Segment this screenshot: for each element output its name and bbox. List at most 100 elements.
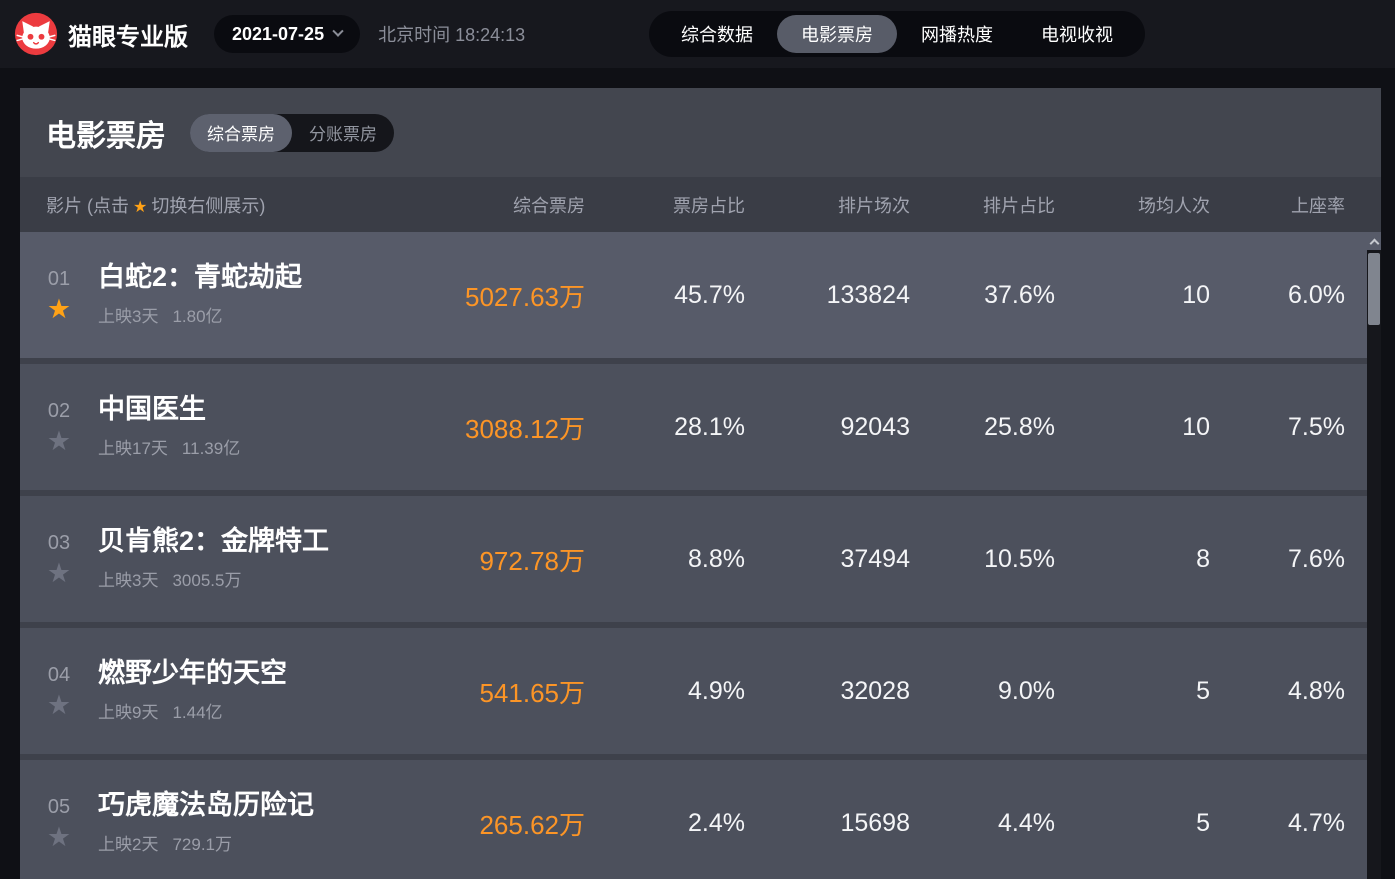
- film-subtitle: 上映2天 729.1万: [98, 830, 415, 855]
- box-office-value: 541.65万: [479, 677, 585, 708]
- film-title[interactable]: 贝肯熊2：金牌特工: [98, 526, 330, 557]
- scrollbar-track[interactable]: [1367, 250, 1381, 879]
- star-icon[interactable]: ★: [46, 821, 72, 852]
- release-day-label: 上映17天: [98, 438, 168, 458]
- box-share-value: 8.8%: [688, 544, 745, 573]
- box-office-value: 972.78万: [479, 545, 585, 576]
- box-office-panel: 电影票房 综合票房 分账票房 影片 (点击 ★ 切换右侧展示) 综合票房 票房占比 排…: [20, 88, 1381, 879]
- occupancy-value: 6.0%: [1288, 280, 1345, 309]
- vertical-scrollbar[interactable]: [1367, 232, 1381, 879]
- table-row[interactable]: 05 ★ 巧虎魔法岛历险记 上映2天 729.1万 265.62万 2.4% 1…: [20, 760, 1381, 879]
- screenings-value: 133824: [826, 280, 910, 309]
- rank-label: 01: [47, 267, 71, 290]
- screenings-value: 32028: [840, 676, 910, 705]
- occupancy-value: 7.6%: [1288, 544, 1345, 573]
- film-cell: 巧虎魔法岛历险记 上映2天 729.1万: [98, 790, 415, 855]
- avg-admissions-value: 5: [1196, 676, 1210, 705]
- screening-share-value: 25.8%: [984, 412, 1055, 441]
- mode-segment-1[interactable]: 综合票房: [190, 113, 292, 152]
- release-day-label: 上映3天: [98, 306, 159, 326]
- rank-cell: 04 ★: [20, 664, 98, 719]
- rank-cell: 03 ★: [20, 532, 98, 587]
- box-share-value: 45.7%: [674, 280, 745, 309]
- rank-label: 02: [47, 399, 71, 422]
- star-icon[interactable]: ★: [46, 293, 72, 324]
- total-gross-label: 1.80亿: [172, 306, 223, 326]
- screening-share-value: 9.0%: [998, 676, 1055, 705]
- film-cell: 燃野少年的天空 上映9天 1.44亿: [98, 658, 415, 723]
- topbar-nav: 综合数据 电影票房 网播热度 电视收视: [649, 11, 1145, 57]
- occupancy-value: 7.5%: [1288, 412, 1345, 441]
- film-subtitle: 上映3天 1.80亿: [98, 302, 415, 327]
- film-subtitle: 上映3天 3005.5万: [98, 566, 415, 591]
- screening-share-value: 4.4%: [998, 808, 1055, 837]
- rank-label: 03: [47, 531, 71, 554]
- topbar-tab-4[interactable]: 电视收视: [1017, 15, 1137, 53]
- column-header-box-share: 票房占比: [673, 195, 745, 216]
- maoyan-cat-logo-icon: [14, 12, 58, 56]
- table-header-row: 影片 (点击 ★ 切换右侧展示) 综合票房 票房占比 排片场次 排片占比 场均人次 …: [20, 177, 1381, 232]
- screenings-value: 37494: [840, 544, 910, 573]
- film-title[interactable]: 燃野少年的天空: [98, 658, 287, 689]
- rank-label: 04: [47, 663, 71, 686]
- film-title[interactable]: 中国医生: [98, 394, 206, 425]
- star-icon: ★: [133, 198, 148, 216]
- box-office-value: 265.62万: [479, 809, 585, 840]
- box-share-value: 4.9%: [688, 676, 745, 705]
- column-header-screening-share: 排片占比: [983, 195, 1055, 216]
- release-day-label: 上映9天: [98, 702, 159, 722]
- box-office-value: 3088.12万: [465, 413, 585, 444]
- rank-cell: 01 ★: [20, 268, 98, 323]
- rank-cell: 02 ★: [20, 400, 98, 455]
- rank-label: 05: [47, 795, 71, 818]
- page-title: 电影票房: [46, 119, 166, 153]
- star-icon[interactable]: ★: [46, 557, 72, 588]
- screenings-value: 15698: [840, 808, 910, 837]
- screening-share-value: 10.5%: [984, 544, 1055, 573]
- total-gross-label: 1.44亿: [172, 702, 223, 722]
- total-gross-label: 11.39亿: [181, 438, 241, 458]
- box-office-value: 5027.63万: [465, 281, 585, 312]
- topbar-tab-1[interactable]: 综合数据: [657, 15, 777, 53]
- chevron-down-icon: [332, 25, 344, 37]
- film-cell: 贝肯熊2：金牌特工 上映3天 3005.5万: [98, 526, 415, 591]
- date-selector[interactable]: 2021-07-25: [214, 15, 361, 53]
- screening-share-value: 37.6%: [984, 280, 1055, 309]
- table-row[interactable]: 04 ★ 燃野少年的天空 上映9天 1.44亿 541.65万 4.9% 320…: [20, 628, 1381, 754]
- scroll-up-button[interactable]: [1367, 232, 1381, 250]
- table-row[interactable]: 01 ★ 白蛇2：青蛇劫起 上映3天 1.80亿 5027.63万 45.7% …: [20, 232, 1381, 358]
- star-icon[interactable]: ★: [46, 425, 72, 456]
- topbar-tab-2[interactable]: 电影票房: [777, 15, 897, 53]
- topbar-tab-3[interactable]: 网播热度: [897, 15, 1017, 53]
- film-title[interactable]: 白蛇2：青蛇劫起: [98, 262, 303, 293]
- table-body: 01 ★ 白蛇2：青蛇劫起 上映3天 1.80亿 5027.63万 45.7% …: [20, 232, 1381, 879]
- box-share-value: 28.1%: [674, 412, 745, 441]
- panel-header: 电影票房 综合票房 分账票房: [20, 88, 1381, 177]
- column-header-film: 影片 (点击 ★ 切换右侧展示): [46, 195, 266, 216]
- avg-admissions-value: 10: [1182, 280, 1210, 309]
- total-gross-label: 3005.5万: [172, 570, 242, 590]
- scrollbar-thumb[interactable]: [1368, 253, 1380, 325]
- film-cell: 白蛇2：青蛇劫起 上映3天 1.80亿: [98, 262, 415, 327]
- chevron-up-icon: [1369, 238, 1379, 249]
- beijing-time-label: 北京时间 18:24:13: [378, 25, 526, 45]
- avg-admissions-value: 8: [1196, 544, 1210, 573]
- avg-admissions-value: 5: [1196, 808, 1210, 837]
- release-day-label: 上映3天: [98, 570, 159, 590]
- occupancy-value: 4.8%: [1288, 676, 1345, 705]
- table-row[interactable]: 02 ★ 中国医生 上映17天 11.39亿 3088.12万 28.1% 92…: [20, 364, 1381, 490]
- box-share-value: 2.4%: [688, 808, 745, 837]
- mode-segment-2[interactable]: 分账票房: [292, 114, 394, 152]
- film-subtitle: 上映17天 11.39亿: [98, 434, 415, 459]
- app-title: 猫眼专业版: [68, 23, 188, 51]
- column-header-occupancy: 上座率: [1291, 195, 1345, 216]
- star-icon[interactable]: ★: [46, 689, 72, 720]
- film-subtitle: 上映9天 1.44亿: [98, 698, 415, 723]
- film-title[interactable]: 巧虎魔法岛历险记: [98, 790, 314, 821]
- table-row[interactable]: 03 ★ 贝肯熊2：金牌特工 上映3天 3005.5万 972.78万 8.8%…: [20, 496, 1381, 622]
- boxoffice-mode-toggle: 综合票房 分账票房: [190, 113, 394, 152]
- screenings-value: 92043: [840, 412, 910, 441]
- date-value: 2021-07-25: [232, 23, 325, 44]
- topbar: 猫眼专业版 2021-07-25 北京时间 18:24:13 综合数据 电影票房网…: [0, 0, 1395, 68]
- film-cell: 中国医生 上映17天 11.39亿: [98, 394, 415, 459]
